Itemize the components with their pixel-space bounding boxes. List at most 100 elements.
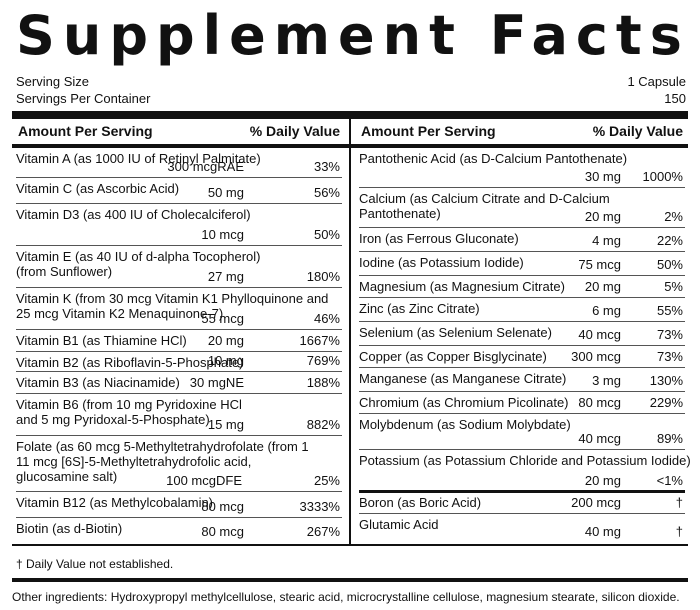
- nutrient-amount: 50 mg: [207, 185, 244, 200]
- servings-per-container-label: Servings Per Container: [16, 91, 151, 106]
- nutrient-daily-value: 188%: [306, 375, 340, 390]
- nutrient-daily-value: 130%: [649, 373, 683, 388]
- nutrient-name: Folate (as 60 mcg 5-Methyltetrahydrofola…: [16, 439, 309, 484]
- panel-title: Supplement Facts: [16, 4, 690, 67]
- nutrient-row: Selenium (as Selenium Selenate) 40 mcg 73%: [359, 322, 685, 346]
- nutrient-row: Magnesium (as Magnesium Citrate) 20 mg 5%: [359, 276, 685, 298]
- nutrient-amount: 40 mg: [584, 524, 621, 539]
- right-nutrient-column: Pantothenic Acid (as D-Calcium Pantothen…: [359, 148, 691, 542]
- serving-size: Serving Size 1 Capsule: [16, 74, 686, 90]
- section-rule: [359, 490, 685, 493]
- nutrient-amount: 30 mg: [584, 169, 621, 184]
- nutrient-amount: 40 mcg: [578, 327, 621, 342]
- nutrient-row: Chromium (as Chromium Picolinate) 80 mcg 2…: [359, 392, 685, 414]
- nutrient-name: Vitamin K (from 30 mcg Vitamin K1 Phyllo…: [16, 291, 329, 321]
- nutrient-name: Biotin (as d-Biotin): [16, 521, 123, 536]
- nutrient-daily-value: †: [675, 524, 683, 539]
- nutrient-amount: 20 mg: [584, 209, 621, 224]
- ingredients-rule: [12, 578, 688, 582]
- right-header: Amount Per Serving % Daily Value: [361, 123, 683, 139]
- nutrient-daily-value: 882%: [306, 417, 340, 432]
- nutrient-name: Magnesium (as Magnesium Citrate): [359, 279, 565, 294]
- nutrient-amount: 300 mcgRAE: [167, 159, 244, 174]
- nutrient-daily-value: 22%: [656, 233, 683, 248]
- nutrient-name: Pantothenic Acid (as D-Calcium Pantothen…: [359, 151, 628, 166]
- nutrient-amount: 4 mg: [592, 233, 621, 248]
- nutrient-row: Pantothenic Acid (as D-Calcium Pantothen…: [359, 148, 685, 188]
- column-divider: [349, 119, 351, 544]
- nutrient-row: Vitamin B6 (from 10 mg Pyridoxine HCl an…: [16, 394, 342, 436]
- nutrient-amount: 10 mcg: [201, 227, 244, 242]
- nutrient-daily-value: 3333%: [299, 499, 340, 514]
- nutrient-amount: 80 mcg: [578, 395, 621, 410]
- nutrient-name: Vitamin B3 (as Niacinamide): [16, 375, 180, 390]
- servings-per-container-value: 150: [664, 91, 686, 106]
- nutrient-name: Selenium (as Selenium Selenate): [359, 325, 552, 340]
- nutrient-row: Copper (as Copper Bisglycinate) 300 mcg 73…: [359, 346, 685, 368]
- nutrient-amount: 200 mcg: [571, 495, 621, 510]
- nutrient-amount: 30 mgNE: [189, 375, 244, 390]
- nutrient-daily-value: 89%: [656, 431, 683, 446]
- bottom-rule: [12, 544, 688, 546]
- nutrient-daily-value: 1667%: [299, 333, 340, 348]
- nutrient-row: Glutamic Acid 40 mg †: [359, 514, 685, 542]
- nutrient-name: Manganese (as Manganese Citrate): [359, 371, 567, 386]
- nutrient-daily-value: 73%: [656, 327, 683, 342]
- nutrient-name: Vitamin A (as 1000 IU of Retinyl Palmita…: [16, 151, 261, 166]
- nutrient-row: Vitamin A (as 1000 IU of Retinyl Palmita…: [16, 148, 342, 178]
- nutrient-row: Vitamin E (as 40 IU of d-alpha Tocophero…: [16, 246, 342, 288]
- serving-size-value: 1 Capsule: [627, 74, 686, 89]
- nutrient-daily-value: 1000%: [642, 169, 683, 184]
- nutrient-daily-value: 180%: [306, 269, 340, 284]
- nutrient-row: Manganese (as Manganese Citrate) 3 mg 130%: [359, 368, 685, 392]
- nutrient-amount: 80 mcg: [201, 524, 244, 539]
- nutrient-row: Vitamin B1 (as Thiamine HCl) 20 mg 1667%: [16, 330, 342, 352]
- nutrient-row: Molybdenum (as Sodium Molybdate) 40 mcg 89…: [359, 414, 685, 450]
- nutrient-daily-value: 50%: [656, 257, 683, 272]
- nutrient-row: Vitamin B3 (as Niacinamide) 30 mgNE 188%: [16, 372, 342, 394]
- nutrient-amount: 80 mcg: [201, 499, 244, 514]
- nutrient-row: Vitamin D3 (as 400 IU of Cholecalciferol…: [16, 204, 342, 246]
- nutrient-daily-value: 267%: [306, 524, 340, 539]
- nutrient-daily-value: 5%: [664, 279, 683, 294]
- amount-header: Amount Per Serving: [18, 123, 153, 139]
- nutrient-daily-value: 50%: [313, 227, 340, 242]
- nutrient-amount: 27 mg: [207, 269, 244, 284]
- nutrient-amount: 20 mg: [584, 279, 621, 294]
- nutrient-amount: 10 mg: [207, 353, 244, 368]
- servings-per-container: Servings Per Container 150: [16, 91, 686, 107]
- nutrient-name: Vitamin B2 (as Riboflavin-5-Phosphate): [16, 355, 244, 370]
- nutrient-amount: 75 mcg: [578, 257, 621, 272]
- nutrient-amount: 3 mg: [592, 373, 621, 388]
- header-rule-right: [351, 144, 688, 148]
- nutrient-row: Biotin (as d-Biotin) 80 mcg 267%: [16, 518, 342, 542]
- nutrient-daily-value: 2%: [664, 209, 683, 224]
- nutrient-name: Vitamin B1 (as Thiamine HCl): [16, 333, 187, 348]
- nutrient-name: Chromium (as Chromium Picolinate): [359, 395, 569, 410]
- footnote: † Daily Value not established.: [16, 557, 174, 571]
- nutrient-name: Boron (as Boric Acid): [359, 495, 482, 510]
- nutrient-name: Potassium (as Potassium Chloride and Pot…: [359, 453, 691, 468]
- nutrient-amount: 40 mcg: [578, 431, 621, 446]
- nutrient-row: Iron (as Ferrous Gluconate) 4 mg 22%: [359, 228, 685, 252]
- nutrient-row: Iodine (as Potassium Iodide) 75 mcg 50%: [359, 252, 685, 276]
- nutrient-row: Boron (as Boric Acid) 200 mcg †: [359, 492, 685, 514]
- left-header: Amount Per Serving % Daily Value: [18, 123, 340, 139]
- dv-header: % Daily Value: [249, 123, 340, 139]
- nutrient-name: Vitamin B12 (as Methylcobalamin): [16, 495, 214, 510]
- nutrient-amount: 6 mg: [592, 303, 621, 318]
- nutrient-name: Vitamin C (as Ascorbic Acid): [16, 181, 180, 196]
- nutrient-row: Calcium (as Calcium Citrate and D-Calciu…: [359, 188, 685, 228]
- nutrient-daily-value: 73%: [656, 349, 683, 364]
- nutrient-name: Molybdenum (as Sodium Molybdate): [359, 417, 571, 432]
- nutrient-daily-value: 25%: [313, 473, 340, 488]
- nutrient-daily-value: 229%: [649, 395, 683, 410]
- nutrient-daily-value: 33%: [313, 159, 340, 174]
- serving-size-label: Serving Size: [16, 74, 89, 89]
- nutrient-name: Vitamin B6 (from 10 mg Pyridoxine HCl an…: [16, 397, 242, 427]
- nutrient-row: Vitamin B12 (as Methylcobalamin) 80 mcg 33…: [16, 492, 342, 518]
- nutrient-amount: 300 mcg: [571, 349, 621, 364]
- amount-header: Amount Per Serving: [361, 123, 496, 139]
- nutrient-row: Vitamin C (as Ascorbic Acid) 50 mg 56%: [16, 178, 342, 204]
- nutrient-daily-value: †: [675, 495, 683, 510]
